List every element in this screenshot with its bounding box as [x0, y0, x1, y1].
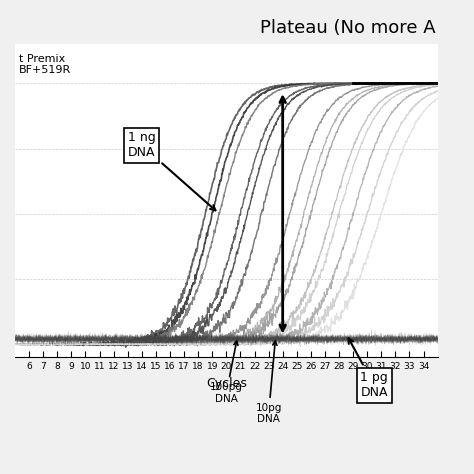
Text: 1 ng
DNA: 1 ng DNA	[128, 131, 216, 210]
X-axis label: Cycles: Cycles	[206, 377, 247, 390]
Text: Plateau (No more A: Plateau (No more A	[260, 19, 436, 37]
Text: 1 pg
DNA: 1 pg DNA	[348, 338, 388, 400]
Text: t Premix
BF+519R: t Premix BF+519R	[19, 54, 72, 75]
Text: 10pg
DNA: 10pg DNA	[255, 341, 282, 425]
Text: 100pg
DNA: 100pg DNA	[210, 341, 243, 404]
